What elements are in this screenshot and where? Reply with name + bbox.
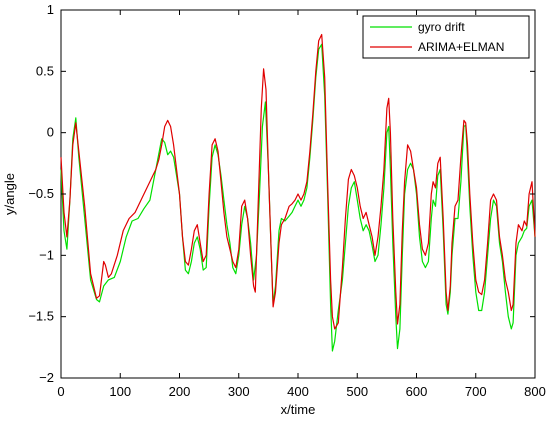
series-layer: [60, 33, 536, 352]
y-tick-label: 0.5: [36, 63, 54, 78]
series-line-arima-elman: [60, 33, 536, 330]
y-tick-label: 0: [47, 125, 54, 140]
x-tick-label: 400: [287, 384, 309, 399]
legend-label-gyro-drift: gyro drift: [418, 20, 465, 34]
x-tick-label: 600: [406, 384, 428, 399]
y-axis-label: y/angle: [2, 173, 17, 215]
x-axis-label: x/time: [281, 402, 316, 417]
x-tick-label: 200: [169, 384, 191, 399]
legend-label-arima-elman: ARIMA+ELMAN: [418, 40, 504, 54]
y-tick-label: −1: [39, 247, 54, 262]
x-tick-label: 500: [346, 384, 368, 399]
x-tick-label: 300: [228, 384, 250, 399]
legend: gyro drift ARIMA+ELMAN: [362, 15, 530, 59]
y-tick-label: −1.5: [28, 309, 54, 324]
x-tick-label: 700: [465, 384, 487, 399]
x-tick-label: 100: [109, 384, 131, 399]
y-tick-label: −0.5: [28, 186, 54, 201]
axis-layer: 0 100 200 300 400 500 600 700 800 −2 −1.5 −1 −0.5 0 0.…: [28, 2, 546, 399]
legend-box: [362, 15, 530, 59]
y-tick-label: 1: [47, 2, 54, 17]
x-tick-label: 0: [57, 384, 64, 399]
y-tick-label: −2: [39, 370, 54, 385]
x-tick-label: 800: [524, 384, 546, 399]
